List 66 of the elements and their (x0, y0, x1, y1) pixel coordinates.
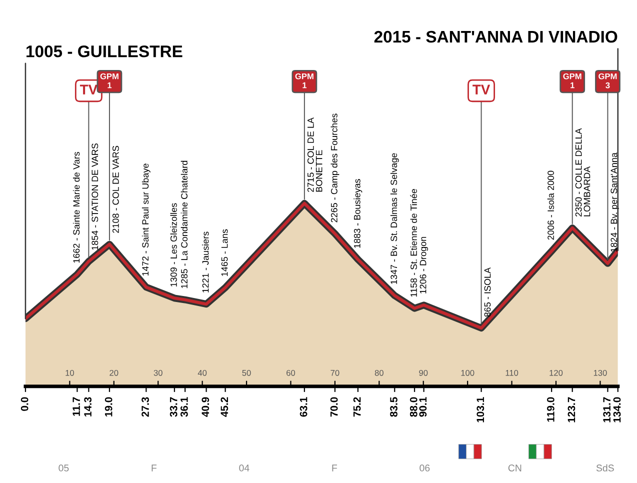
x2-tick-label: 80 (374, 370, 384, 376)
text: SdS (596, 464, 614, 472)
x-tick-label: 33.7 (170, 397, 178, 417)
annotation: 1005 - GUILLESTRE (26, 46, 182, 58)
annotation: GPM 1 (100, 73, 118, 88)
x-tick-label: 131.7 (603, 397, 611, 422)
data-label: 1309 - Les Gleizolles (170, 203, 177, 286)
data-label: 2108 - COL DE VARS (112, 146, 119, 233)
x-tick-label: 27.3 (142, 397, 149, 417)
text: 06 (420, 464, 430, 472)
data-label: 1465 - Lans (221, 229, 228, 276)
data-label: 1206 - Drogon (420, 236, 428, 294)
annotation: GPM 1 (295, 73, 314, 88)
x-tick-label: 75.2 (353, 397, 361, 417)
x-tick-label: 14.3 (84, 397, 92, 416)
x-tick-label: 70.0 (330, 397, 338, 417)
x-tick-label: 63.1 (300, 397, 308, 417)
annotation: TV (80, 84, 98, 94)
x-tick-label: 19.0 (104, 397, 112, 416)
x-tick-label: 90.1 (419, 397, 427, 417)
data-label: 1662 - Sainte Marie de Vars (73, 152, 80, 263)
x-tick-label: 83.5 (390, 397, 398, 417)
data-label: 1158 - St. Etienne de Tinée (410, 189, 417, 297)
x2-tick-label: 60 (286, 370, 296, 376)
data-label: 1854 - STATION DE VARS (92, 143, 98, 250)
x2-tick-label: 70 (330, 370, 340, 376)
x2-tick-label: 100 (461, 370, 474, 376)
data-label: 1883 - Bousieyas (354, 179, 362, 248)
annotation: GPM 1 (563, 73, 582, 88)
x-tick-label: 0.0 (20, 397, 28, 411)
x2-tick-label: 20 (110, 370, 118, 376)
x-tick-label: 134.0 (613, 397, 621, 422)
x2-tick-label: 120 (550, 370, 563, 376)
data-label: 1347 - Bv. St. Dalmas le Selvage (390, 153, 399, 284)
data-label: 2715 - COL DE LA BONETTE (307, 117, 322, 192)
text: 04 (239, 464, 250, 472)
x-tick-label: 88.0 (410, 397, 418, 417)
x-tick-label: 11.7 (72, 397, 80, 416)
annotation: TV (472, 84, 490, 94)
x2-tick-label: 130 (594, 370, 607, 376)
x2-tick-label: 40 (198, 370, 207, 376)
data-label: 2350 - COLLE DELLA LOMBARDA (575, 128, 590, 217)
data-label: 1824 - Bv. per Sant'Anna (610, 152, 619, 252)
x2-tick-label: 90 (419, 370, 428, 376)
data-label: 2265 - Camp des Fourches (330, 114, 340, 222)
text: F (332, 464, 338, 472)
x2-tick-label: 110 (506, 370, 518, 376)
data-label: 2006 - Isola 2000 (547, 170, 554, 240)
x-tick-label: 45.2 (220, 397, 228, 417)
data-label: 865 - ISOLA (484, 267, 491, 317)
text: F (152, 464, 157, 472)
x-tick-label: 123.7 (568, 397, 576, 422)
text: 05 (58, 464, 69, 472)
x-tick-label: 103.1 (476, 397, 484, 422)
x2-tick-label: 30 (154, 370, 162, 376)
text: CN (508, 464, 522, 472)
x-tick-label: 119.0 (546, 397, 554, 422)
x2-tick-label: 50 (242, 370, 251, 376)
x-tick-label: 36.1 (180, 397, 188, 417)
x2-tick-label: 10 (66, 370, 74, 376)
annotation: GPM 3 (598, 73, 617, 88)
data-label: 1472 - Saint Paul sur Ubaye (142, 164, 150, 276)
x-tick-label: 40.9 (202, 397, 210, 417)
data-label: 1221 - Jausiers (202, 232, 209, 292)
data-label: 1285 - La Condamine Chatelard (180, 160, 188, 288)
annotation: 2015 - SANT'ANNA DI VINADIO (374, 30, 618, 43)
